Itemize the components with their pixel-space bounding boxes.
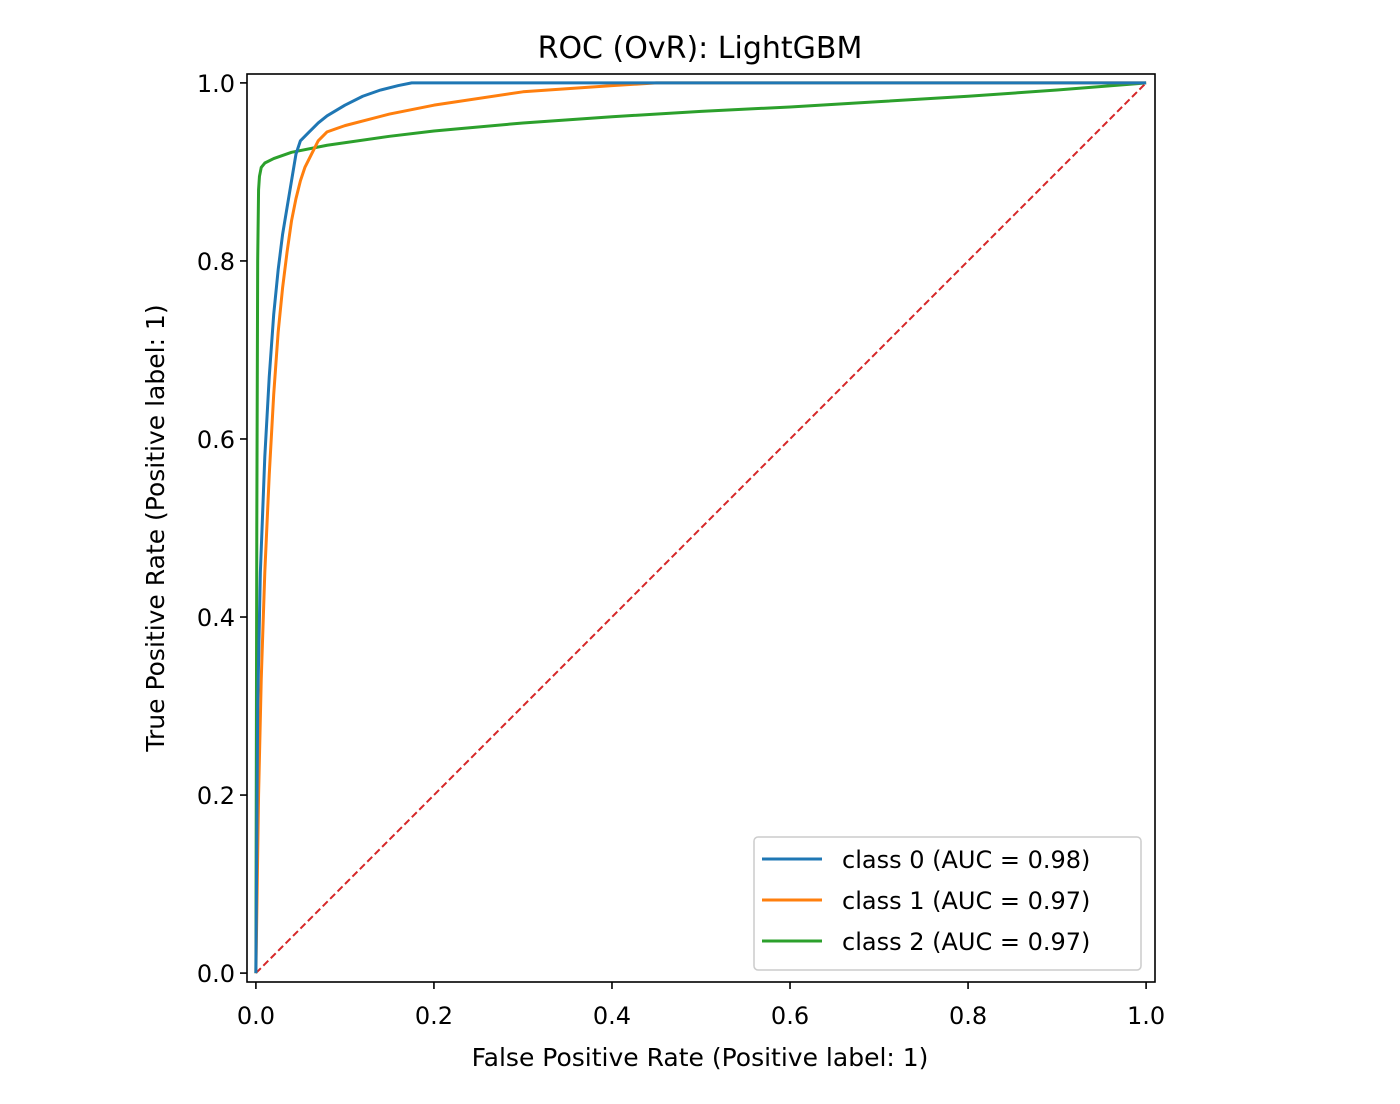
y-tick-label: 0.6: [197, 426, 235, 454]
x-axis-label: False Positive Rate (Positive label: 1): [472, 1043, 929, 1072]
y-tick-label: 0.4: [197, 604, 235, 632]
x-tick-label: 0.6: [771, 1002, 809, 1030]
legend-label-class-2: class 2 (AUC = 0.97): [842, 928, 1090, 956]
y-tick-label: 0.0: [197, 960, 235, 988]
legend-frame: [753, 836, 1142, 971]
series-line-class-0: [254, 81, 1147, 974]
chart-title: ROC (OvR): LightGBM: [538, 31, 863, 66]
plot-area-frame: [246, 73, 1156, 983]
y-axis-ticks: 0.0 0.2 0.4 0.6 0.8 1.0: [197, 70, 247, 988]
series-line-class-2: [254, 81, 1147, 974]
legend: class 0 (AUC = 0.98) class 1 (AUC = 0.97)…: [753, 836, 1142, 971]
y-tick-label: 0.2: [197, 782, 235, 810]
legend-label-class-1: class 1 (AUC = 0.97): [842, 887, 1090, 915]
y-tick-label: 0.8: [197, 248, 235, 276]
y-axis-label: True Positive Rate (Positive label: 1): [141, 304, 170, 752]
legend-label-class-0: class 0 (AUC = 0.98): [842, 846, 1090, 874]
x-axis-ticks: 0.0 0.2 0.4 0.6 0.8 1.0: [237, 982, 1165, 1030]
x-tick-label: 0.4: [593, 1002, 631, 1030]
series-line-class-1: [254, 81, 1147, 974]
x-tick-label: 0.8: [949, 1002, 987, 1030]
y-tick-label: 1.0: [197, 70, 235, 98]
plot-lines: [254, 81, 1147, 974]
x-tick-label: 1.0: [1127, 1002, 1165, 1030]
x-tick-label: 0.0: [237, 1002, 275, 1030]
x-tick-label: 0.2: [415, 1002, 453, 1030]
